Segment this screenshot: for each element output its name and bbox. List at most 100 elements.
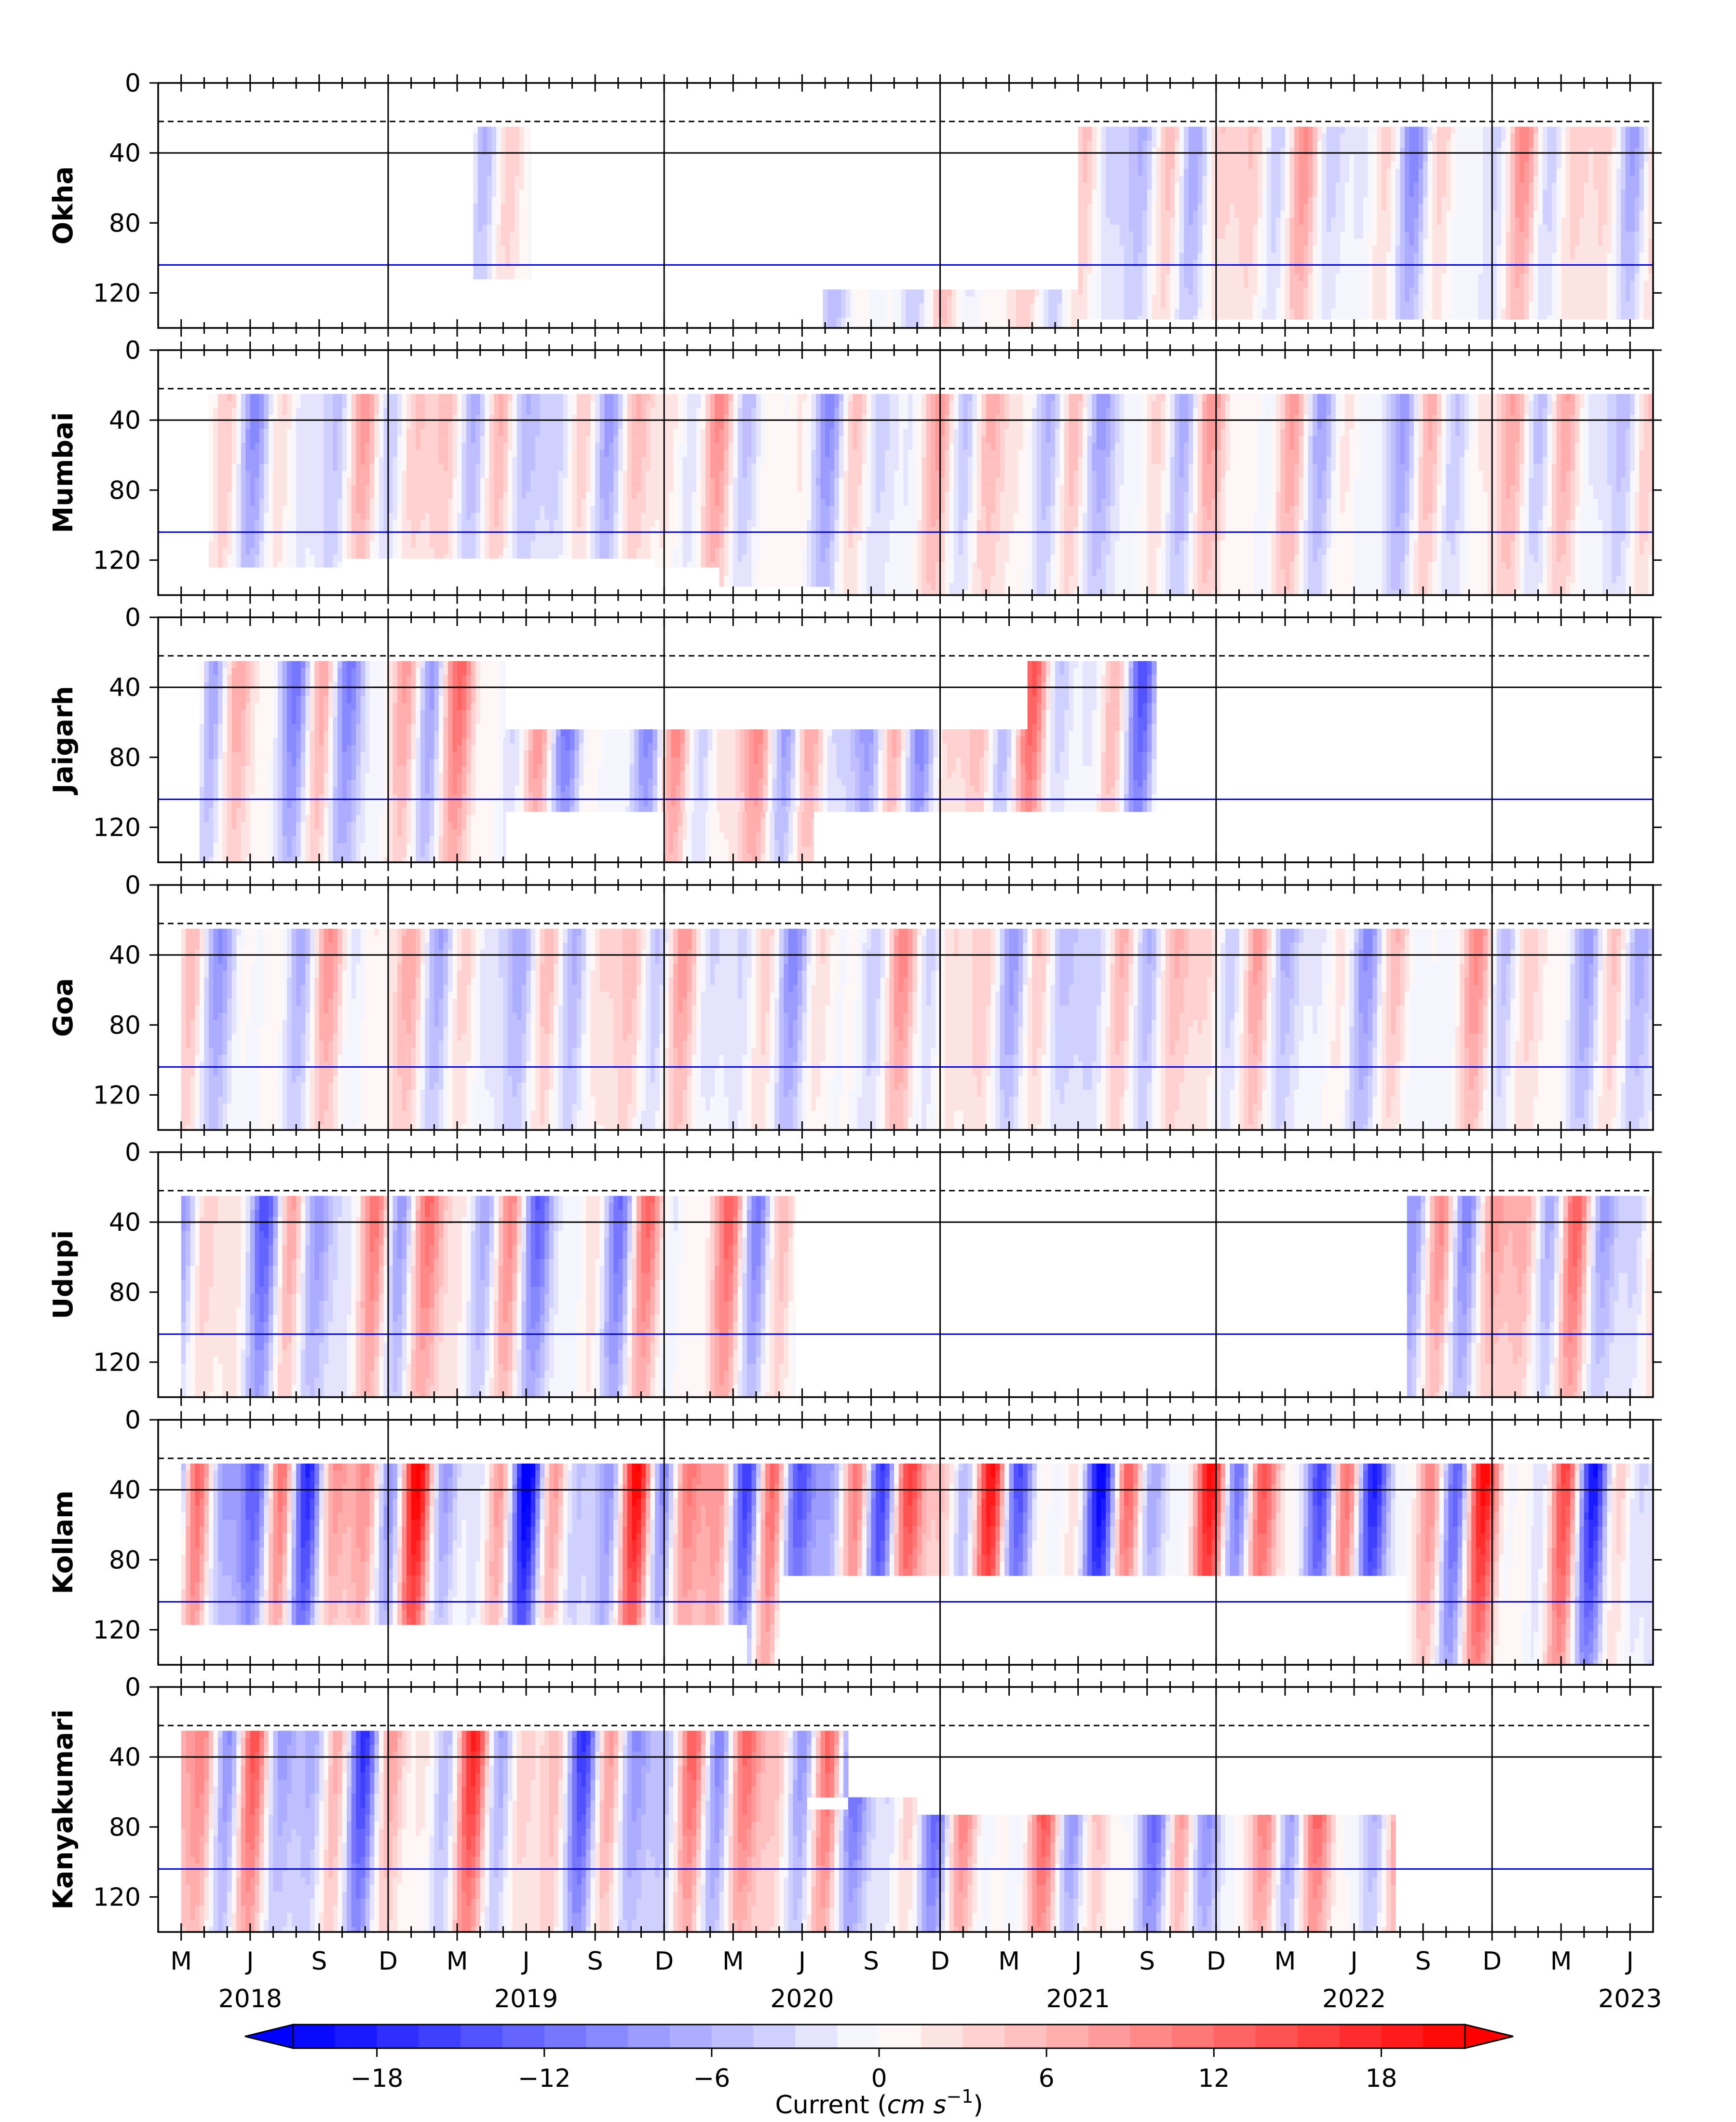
heatmap-cell [473, 211, 478, 218]
heatmap-cell [1110, 127, 1115, 134]
heatmap-cell [1120, 316, 1125, 320]
heatmap-cell [1129, 134, 1134, 141]
heatmap-cell [1120, 197, 1125, 204]
heatmap-cell [1110, 183, 1115, 190]
heatmap-cell [496, 259, 501, 267]
heatmap-cell [1083, 253, 1087, 260]
heatmap-cell [1124, 309, 1129, 316]
heatmap-cell [1078, 204, 1083, 211]
heatmap-cell [501, 141, 506, 148]
heatmap-cell [501, 231, 506, 239]
heatmap-cell [473, 197, 478, 204]
heatmap-cell [482, 127, 487, 134]
heatmap-cell [487, 211, 492, 218]
heatmap-cell [487, 204, 492, 211]
heatmap-cell [501, 239, 506, 246]
heatmap-cell [1078, 134, 1083, 141]
heatmap-cell [1106, 127, 1111, 134]
heatmap-cell [1101, 253, 1106, 260]
heatmap-cell [1115, 211, 1120, 218]
heatmap-cell [515, 176, 519, 183]
heatmap-cell [529, 245, 531, 253]
heatmap-cell [478, 231, 483, 239]
heatmap-cell [505, 148, 510, 155]
heatmap-cell [1129, 295, 1134, 302]
heatmap-cell [492, 253, 497, 260]
heatmap-cell [482, 253, 487, 260]
heatmap-cell [1083, 134, 1087, 141]
heatmap-cell [1115, 231, 1120, 239]
heatmap-cell [524, 239, 529, 246]
heatmap-cell [1106, 141, 1111, 148]
heatmap-cell [1133, 155, 1138, 162]
heatmap-cell [478, 259, 483, 267]
heatmap-cell [1110, 316, 1115, 320]
heatmap-cell [1078, 302, 1083, 309]
heatmap-cell [510, 141, 515, 148]
heatmap-cell [519, 148, 524, 155]
heatmap-cell [482, 274, 487, 280]
heatmap-cell [1097, 253, 1101, 260]
heatmap-cell [492, 155, 497, 162]
heatmap-cell [1106, 211, 1111, 218]
heatmap-cell [1124, 155, 1129, 162]
heatmap-cell [524, 253, 529, 260]
heatmap-cell [1110, 231, 1115, 239]
heatmap-cell [524, 231, 529, 239]
heatmap-cell [505, 231, 510, 239]
heatmap-cell [1092, 218, 1097, 225]
heatmap-cell [1124, 295, 1129, 302]
heatmap-cell [1092, 148, 1097, 155]
heatmap-cell [487, 162, 492, 169]
heatmap-cell [1133, 197, 1138, 204]
heatmap-cell [1078, 190, 1083, 197]
heatmap-cell [1101, 288, 1106, 295]
heatmap-cell [492, 211, 497, 218]
heatmap-cell [1101, 239, 1106, 246]
heatmap-cell [1078, 148, 1083, 155]
heatmap-cell [1097, 239, 1101, 246]
heatmap-cell [1115, 295, 1120, 302]
heatmap-cell [1101, 245, 1106, 253]
heatmap-cell [1106, 197, 1111, 204]
heatmap-cell [1101, 127, 1106, 134]
heatmap-cell [1124, 169, 1129, 176]
heatmap-cell [1106, 134, 1111, 141]
heatmap-cell [1120, 253, 1125, 260]
heatmap-cell [519, 211, 524, 218]
heatmap-cell [529, 162, 531, 169]
heatmap-cell [1133, 183, 1138, 190]
heatmap-cell [1120, 148, 1125, 155]
heatmap-cell [519, 190, 524, 197]
heatmap-cell [1115, 309, 1120, 316]
heatmap-cell [1092, 253, 1097, 260]
heatmap-cell [1120, 155, 1125, 162]
heatmap-cell [1133, 190, 1138, 197]
heatmap-cell [478, 267, 483, 274]
heatmap-cell [496, 169, 501, 176]
heatmap-cell [505, 134, 510, 141]
heatmap-cell [529, 148, 531, 155]
heatmap-cell [1101, 316, 1106, 320]
heatmap-cell [1083, 176, 1087, 183]
heatmap-cells [473, 127, 1653, 328]
heatmap-cell [1092, 231, 1097, 239]
heatmap-cell [496, 245, 501, 253]
heatmap-cell [1097, 183, 1101, 190]
heatmap-cell [1110, 245, 1115, 253]
heatmap-cell [1129, 267, 1134, 274]
heatmap-cell [1078, 259, 1083, 267]
heatmap-cell [1106, 302, 1111, 309]
heatmap-cell [1087, 302, 1092, 309]
heatmap-cell [1097, 162, 1101, 169]
heatmap-cell [1097, 190, 1101, 197]
heatmap-cell [1110, 134, 1115, 141]
heatmap-cell [515, 162, 519, 169]
heatmap-cell [492, 267, 497, 274]
heatmap-cell [1097, 245, 1101, 253]
heatmap-cell [1101, 267, 1106, 274]
heatmap-cell [519, 162, 524, 169]
heatmap-cell [1097, 134, 1101, 141]
heatmap-cell [1124, 197, 1129, 204]
